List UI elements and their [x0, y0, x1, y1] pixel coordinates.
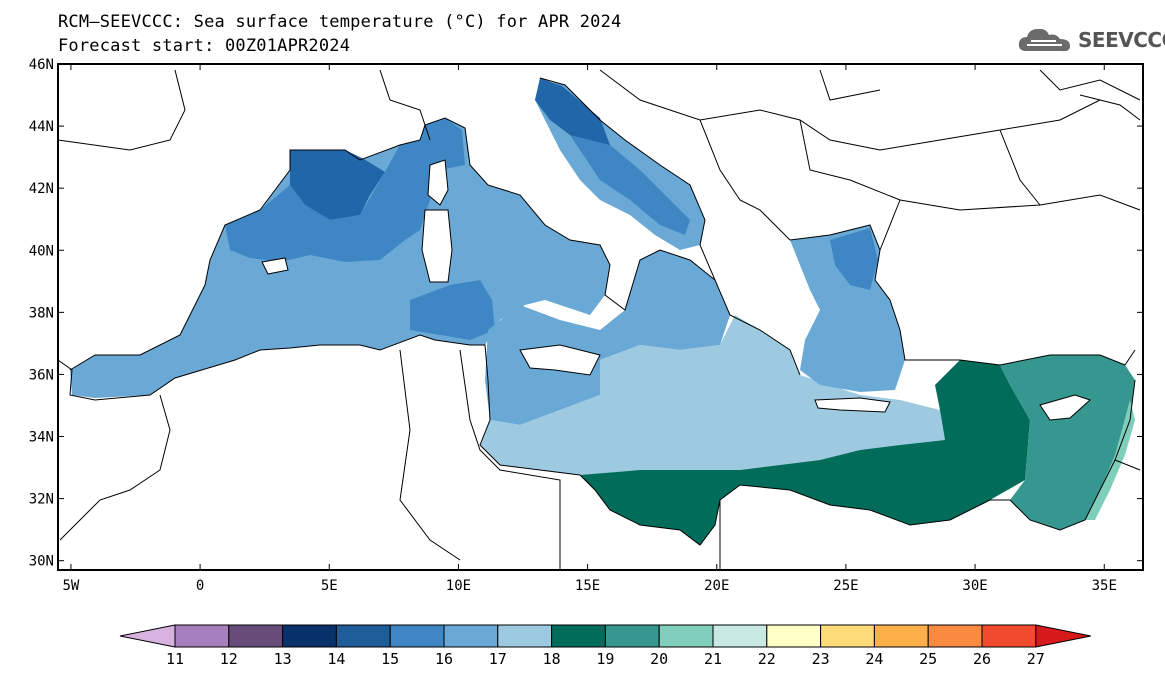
lat-tick-label: 32N — [29, 492, 54, 508]
lat-tick-label: 42N — [29, 181, 54, 197]
crete — [814, 397, 891, 413]
colorbar-label: 23 — [812, 650, 830, 668]
latitude-axis: 46N 44N 42N 40N 38N 36N 34N 32N 30N — [29, 57, 1143, 570]
colorbar-label: 22 — [758, 650, 776, 668]
colorbar-swatch — [981, 624, 1037, 648]
lat-tick-label: 44N — [29, 119, 54, 135]
lon-tick-label: 25E — [833, 578, 858, 594]
colorbar-swatch — [766, 624, 822, 648]
mallorca — [261, 257, 289, 275]
colorbar-label: 12 — [220, 650, 238, 668]
lon-tick-label: 10E — [446, 578, 471, 594]
colorbar-label: 11 — [166, 650, 184, 668]
colorbar-label: 20 — [650, 650, 668, 668]
lon-tick-label: 15E — [575, 578, 600, 594]
coastal-warm-region — [1085, 400, 1135, 520]
logo-text: SEEVCCC — [1078, 28, 1165, 52]
forecast-start: Forecast start: 00Z01APR2024 — [58, 36, 351, 56]
lon-tick-label: 35E — [1092, 578, 1117, 594]
colorbar-max-triangle — [1035, 624, 1091, 648]
lon-tick-label: 20E — [704, 578, 729, 594]
levantine-region — [580, 360, 1030, 545]
aegean-region — [790, 225, 905, 392]
cyprus — [1039, 394, 1091, 421]
colorbar-label: 21 — [704, 650, 722, 668]
colorbar-swatch — [927, 624, 983, 648]
mid-adriatic-region — [570, 135, 690, 235]
colorbar-label: 17 — [489, 650, 507, 668]
colorbar-label: 27 — [1027, 650, 1045, 668]
lat-tick-label: 38N — [29, 305, 54, 321]
lat-tick-label: 40N — [29, 243, 54, 259]
colorbar-swatch — [443, 624, 499, 648]
colorbar-swatch — [282, 624, 337, 648]
sardinia-channel-region — [410, 280, 495, 340]
colorbar-swatch — [335, 624, 391, 648]
sea-surface-temperature-field — [70, 78, 1135, 545]
colorbar-swatch — [820, 624, 875, 648]
lon-tick-label: 0 — [196, 578, 204, 594]
gulf-of-lion-region — [290, 150, 385, 220]
colorbar-legend: 11 12 13 14 15 16 17 18 19 20 21 22 23 24 25 26 27 — [119, 624, 1091, 668]
sicily — [519, 344, 601, 376]
lat-tick-label: 46N — [29, 57, 54, 73]
colorbar-label: 25 — [919, 650, 937, 668]
ligurian-region — [225, 118, 465, 262]
colorbar-min-triangle — [119, 624, 176, 648]
coastlines — [57, 69, 1141, 570]
colorbar-swatch — [389, 624, 445, 648]
lat-tick-label: 36N — [29, 367, 54, 383]
lat-tick-label: 30N — [29, 554, 54, 570]
map-frame — [57, 63, 1144, 571]
colorbar-label: 15 — [381, 650, 399, 668]
lon-tick-label: 5W — [62, 578, 79, 594]
cloud-icon — [1018, 28, 1070, 52]
lat-tick-label: 34N — [29, 430, 54, 446]
colorbar-swatch — [497, 624, 553, 648]
colorbar-label: 13 — [274, 650, 292, 668]
north-adriatic-region — [535, 78, 610, 150]
corsica — [427, 159, 449, 206]
colorbar-label: 19 — [596, 650, 614, 668]
colorbar-label: 24 — [865, 650, 883, 668]
map-title: RCM–SEEVCCC: Sea surface temperature (°C… — [58, 12, 622, 32]
colorbar-swatch — [712, 624, 768, 648]
north-aegean-region — [830, 228, 878, 290]
colorbar-swatch — [551, 624, 606, 648]
sardinia — [421, 209, 453, 283]
colorbar-swatch — [604, 624, 660, 648]
colorbar-label: 14 — [327, 650, 345, 668]
colorbar-swatch — [658, 624, 714, 648]
colorbar-label: 18 — [543, 650, 561, 668]
islands — [261, 159, 1091, 421]
colorbar-label: 26 — [973, 650, 991, 668]
ionian-region — [480, 315, 945, 475]
seevccc-logo: SEEVCCC — [1018, 26, 1165, 54]
colorbar-swatch — [873, 624, 929, 648]
longitude-axis: 5W 0 5E 10E 15E 20E 25E 30E 35E — [62, 64, 1117, 594]
colorbar-swatch — [174, 624, 230, 648]
east-levantine-region — [1000, 355, 1135, 530]
lon-tick-label: 30E — [962, 578, 987, 594]
colorbar-label: 16 — [435, 650, 453, 668]
colorbar-swatch — [228, 624, 284, 648]
tyrrhenian-region — [485, 250, 730, 425]
lon-tick-label: 5E — [321, 578, 338, 594]
